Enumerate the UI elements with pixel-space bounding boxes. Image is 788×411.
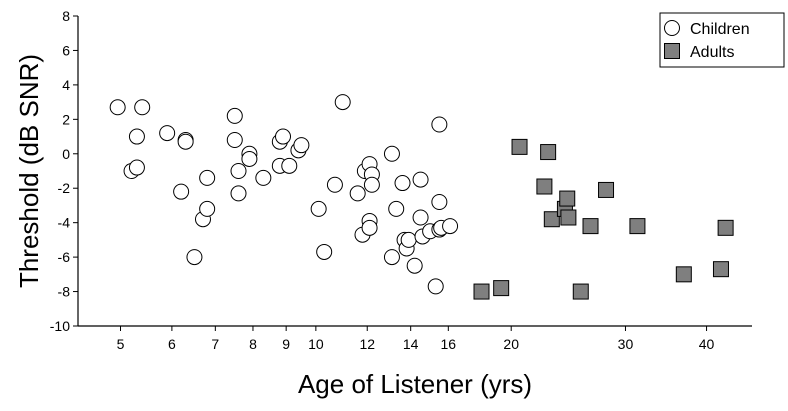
children-data-point xyxy=(134,99,151,116)
x-tick-label: 16 xyxy=(441,336,457,352)
children-data-point xyxy=(230,163,247,179)
x-tick-label: 6 xyxy=(168,336,176,352)
children-data-point xyxy=(186,249,203,266)
y-tick-label: 6 xyxy=(62,42,70,58)
children-data-point xyxy=(199,169,216,186)
series-adults xyxy=(473,138,734,300)
x-tick-label: 5 xyxy=(117,336,125,352)
x-tick-label: 9 xyxy=(282,336,290,352)
children-data-point xyxy=(383,145,400,162)
children-data-point xyxy=(173,183,190,200)
children-data-point xyxy=(388,200,405,217)
children-data-point xyxy=(177,133,194,150)
adults-data-point xyxy=(675,266,692,283)
y-axis-ticks: -10 -8 -6 -4 -2 0 2 4 6 8 xyxy=(50,8,78,334)
children-data-point xyxy=(400,231,417,248)
y-tick-label: 2 xyxy=(62,111,70,127)
adults-data-point xyxy=(598,181,615,198)
adults-data-point xyxy=(629,218,646,235)
children-data-point xyxy=(281,157,298,174)
adults-data-point xyxy=(717,219,734,236)
x-tick-label: 30 xyxy=(618,336,634,352)
children-data-point xyxy=(241,150,258,167)
children-data-point xyxy=(412,209,429,226)
adults-data-point xyxy=(511,138,528,155)
adults-data-point xyxy=(712,261,729,278)
legend-adults-marker-icon xyxy=(664,43,680,59)
legend-children-marker-icon xyxy=(664,20,680,36)
children-data-point xyxy=(199,200,216,217)
children-data-point xyxy=(128,128,145,145)
children-data-point xyxy=(427,278,444,295)
children-data-point xyxy=(326,176,343,193)
adults-data-point xyxy=(572,283,589,300)
children-data-point xyxy=(275,128,292,145)
y-axis-title: Threshold (dB SNR) xyxy=(14,54,44,288)
children-data-point xyxy=(383,249,400,266)
children-data-point xyxy=(412,171,429,188)
data-points xyxy=(109,94,734,300)
y-tick-label: 4 xyxy=(62,77,70,93)
children-data-point xyxy=(310,200,327,217)
x-axis-ticks: 5 6 7 8 9 10 12 14 16 20 30 40 xyxy=(117,326,715,352)
children-data-point xyxy=(349,185,366,202)
children-data-point xyxy=(293,137,310,154)
x-axis-title: Age of Listener (yrs) xyxy=(298,369,532,399)
x-tick-label: 8 xyxy=(249,336,257,352)
plot-area: -10 -8 -6 -4 -2 0 2 4 6 8 5 6 7 8 9 10 12 14 16 20 30 40 xyxy=(50,8,752,352)
children-data-point xyxy=(226,107,243,124)
children-data-point xyxy=(363,176,380,193)
children-data-point xyxy=(128,159,145,176)
children-data-point xyxy=(431,116,448,133)
y-tick-label: -8 xyxy=(58,284,71,300)
children-data-point xyxy=(255,169,272,186)
children-data-point xyxy=(109,99,126,116)
x-tick-label: 40 xyxy=(699,336,715,352)
adults-data-point xyxy=(540,144,557,161)
y-tick-label: -6 xyxy=(58,249,71,265)
adults-data-point xyxy=(543,211,560,228)
children-data-point xyxy=(159,125,176,142)
series-children xyxy=(109,94,459,295)
x-tick-label: 12 xyxy=(359,336,375,352)
children-data-point xyxy=(431,194,448,210)
legend-box xyxy=(659,12,785,68)
adults-data-point xyxy=(559,190,576,207)
x-tick-label: 14 xyxy=(403,336,419,352)
adults-data-point xyxy=(582,218,599,235)
children-data-point xyxy=(230,185,247,202)
adults-data-point xyxy=(473,283,490,300)
y-tick-label: -10 xyxy=(50,318,70,334)
legend: Children Adults xyxy=(659,12,785,68)
y-tick-label: -2 xyxy=(58,180,71,196)
children-data-point xyxy=(226,132,243,148)
adults-data-point xyxy=(536,178,553,195)
y-tick-label: -4 xyxy=(58,215,71,231)
children-data-point xyxy=(361,219,378,236)
legend-children-label: Children xyxy=(690,21,750,38)
children-data-point xyxy=(334,94,351,111)
children-data-point xyxy=(394,175,411,192)
adults-data-point xyxy=(560,209,577,226)
x-tick-label: 10 xyxy=(308,336,324,352)
y-tick-label: 8 xyxy=(62,8,70,24)
y-tick-label: 0 xyxy=(62,146,70,162)
legend-adults-label: Adults xyxy=(690,44,734,61)
adults-data-point xyxy=(493,280,510,297)
children-data-point xyxy=(316,243,333,260)
children-data-point xyxy=(442,218,459,235)
x-tick-label: 20 xyxy=(503,336,519,352)
x-tick-label: 7 xyxy=(211,336,219,352)
children-data-point xyxy=(406,257,423,274)
